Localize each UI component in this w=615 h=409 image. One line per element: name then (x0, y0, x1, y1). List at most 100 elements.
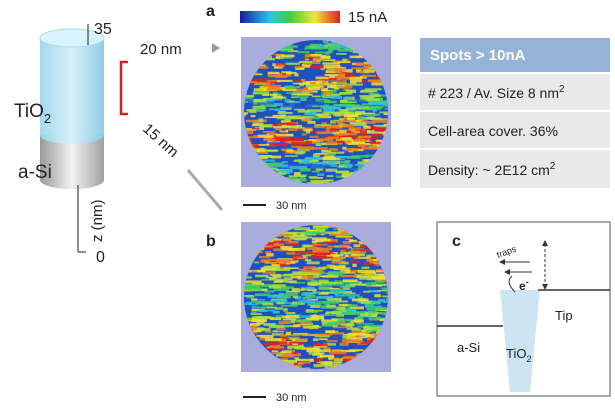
map-texture (287, 115, 302, 118)
map-texture (273, 243, 285, 247)
map-texture (301, 133, 307, 136)
map-texture (343, 356, 362, 360)
map-texture (306, 130, 311, 134)
map-texture (297, 93, 313, 96)
map-texture (313, 325, 319, 327)
map-texture (313, 345, 328, 348)
map-texture (333, 87, 339, 90)
map-texture (357, 281, 363, 284)
map-texture (377, 289, 388, 292)
map-texture (320, 87, 329, 92)
electron-path (508, 275, 516, 293)
map-texture (295, 151, 304, 155)
map-texture (287, 148, 293, 151)
map-texture (260, 334, 274, 338)
map-texture (275, 326, 286, 331)
map-texture (281, 304, 298, 307)
map-texture (328, 76, 337, 81)
map-texture (329, 128, 336, 132)
map-texture (260, 343, 277, 346)
map-texture (246, 296, 255, 299)
map-texture (370, 133, 384, 137)
map-texture (310, 53, 322, 57)
table-row (420, 74, 610, 110)
map-texture (314, 343, 328, 347)
map-texture (293, 172, 301, 176)
map-texture (386, 297, 388, 301)
map-texture (334, 291, 339, 295)
map-texture (323, 89, 334, 92)
map-texture (306, 229, 321, 232)
map-texture (379, 273, 384, 276)
map-texture (280, 342, 297, 346)
map-texture (377, 306, 387, 311)
map-texture (336, 61, 351, 64)
map-texture (355, 110, 366, 114)
map-texture (291, 141, 310, 145)
map-texture (303, 266, 317, 270)
map-texture (383, 113, 388, 116)
map-texture (347, 117, 356, 121)
map-texture (299, 84, 304, 87)
map-texture (272, 92, 279, 95)
map-texture (275, 164, 289, 167)
map-texture (320, 364, 328, 367)
map-texture (244, 303, 246, 305)
map-texture (374, 280, 388, 283)
map-texture (309, 135, 319, 138)
map-texture (289, 273, 302, 277)
electron-sup: - (526, 277, 529, 287)
map-texture (327, 245, 338, 248)
map-texture (359, 95, 377, 97)
map-texture (370, 301, 381, 305)
map-texture (335, 129, 343, 133)
map-texture (299, 159, 306, 162)
map-texture (306, 346, 313, 349)
map-texture (307, 298, 318, 301)
map-texture (250, 114, 256, 118)
map-texture (266, 241, 277, 246)
map-texture (390, 82, 395, 84)
map-texture (298, 82, 305, 85)
map-texture (303, 128, 313, 132)
map-texture (289, 363, 307, 366)
map-texture (370, 118, 387, 121)
map-texture (265, 276, 270, 279)
map-texture (288, 341, 303, 346)
map-texture (259, 124, 273, 128)
map-texture (323, 64, 340, 69)
map-texture (391, 78, 408, 81)
map-texture (293, 324, 301, 328)
map-texture (351, 155, 369, 158)
map-texture (356, 120, 368, 123)
map-texture (378, 298, 386, 303)
map-texture (296, 146, 314, 150)
map-texture (364, 273, 381, 276)
map-texture (361, 146, 379, 150)
map-texture (260, 259, 274, 263)
map-texture (262, 245, 272, 248)
map-texture (336, 321, 346, 325)
map-texture (346, 130, 352, 134)
map-texture (282, 350, 295, 354)
map-texture (349, 122, 360, 125)
arrow (186, 169, 224, 211)
tio2-layer (40, 38, 104, 144)
map-texture (303, 231, 320, 235)
map-texture (257, 250, 263, 254)
map-texture (332, 81, 337, 84)
map-texture (287, 45, 299, 48)
map-texture (328, 161, 336, 165)
map-texture (351, 330, 369, 334)
map-texture (339, 252, 352, 255)
cell-text: # 223 / Av. Size 8 nm (428, 85, 559, 101)
map-texture (318, 292, 329, 295)
map-texture (286, 280, 297, 283)
map-texture (250, 313, 262, 315)
map-texture (335, 175, 344, 178)
map-texture (325, 75, 332, 78)
map-texture (246, 136, 259, 139)
map-texture (244, 283, 252, 286)
map-texture (262, 302, 274, 306)
map-texture (255, 302, 266, 305)
